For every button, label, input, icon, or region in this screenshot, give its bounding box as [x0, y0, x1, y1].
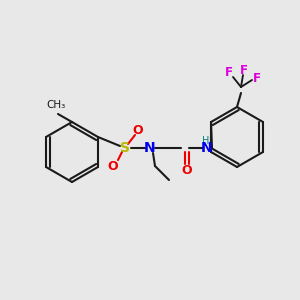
Text: O: O	[133, 124, 143, 136]
Text: N: N	[201, 141, 213, 155]
Text: N: N	[144, 141, 156, 155]
Text: CH₃: CH₃	[46, 100, 66, 110]
Text: O: O	[182, 164, 192, 176]
Text: F: F	[225, 67, 233, 80]
Text: F: F	[240, 64, 248, 76]
Text: S: S	[120, 141, 130, 155]
Text: F: F	[253, 73, 261, 85]
Text: O: O	[108, 160, 118, 172]
Text: H: H	[202, 136, 210, 146]
